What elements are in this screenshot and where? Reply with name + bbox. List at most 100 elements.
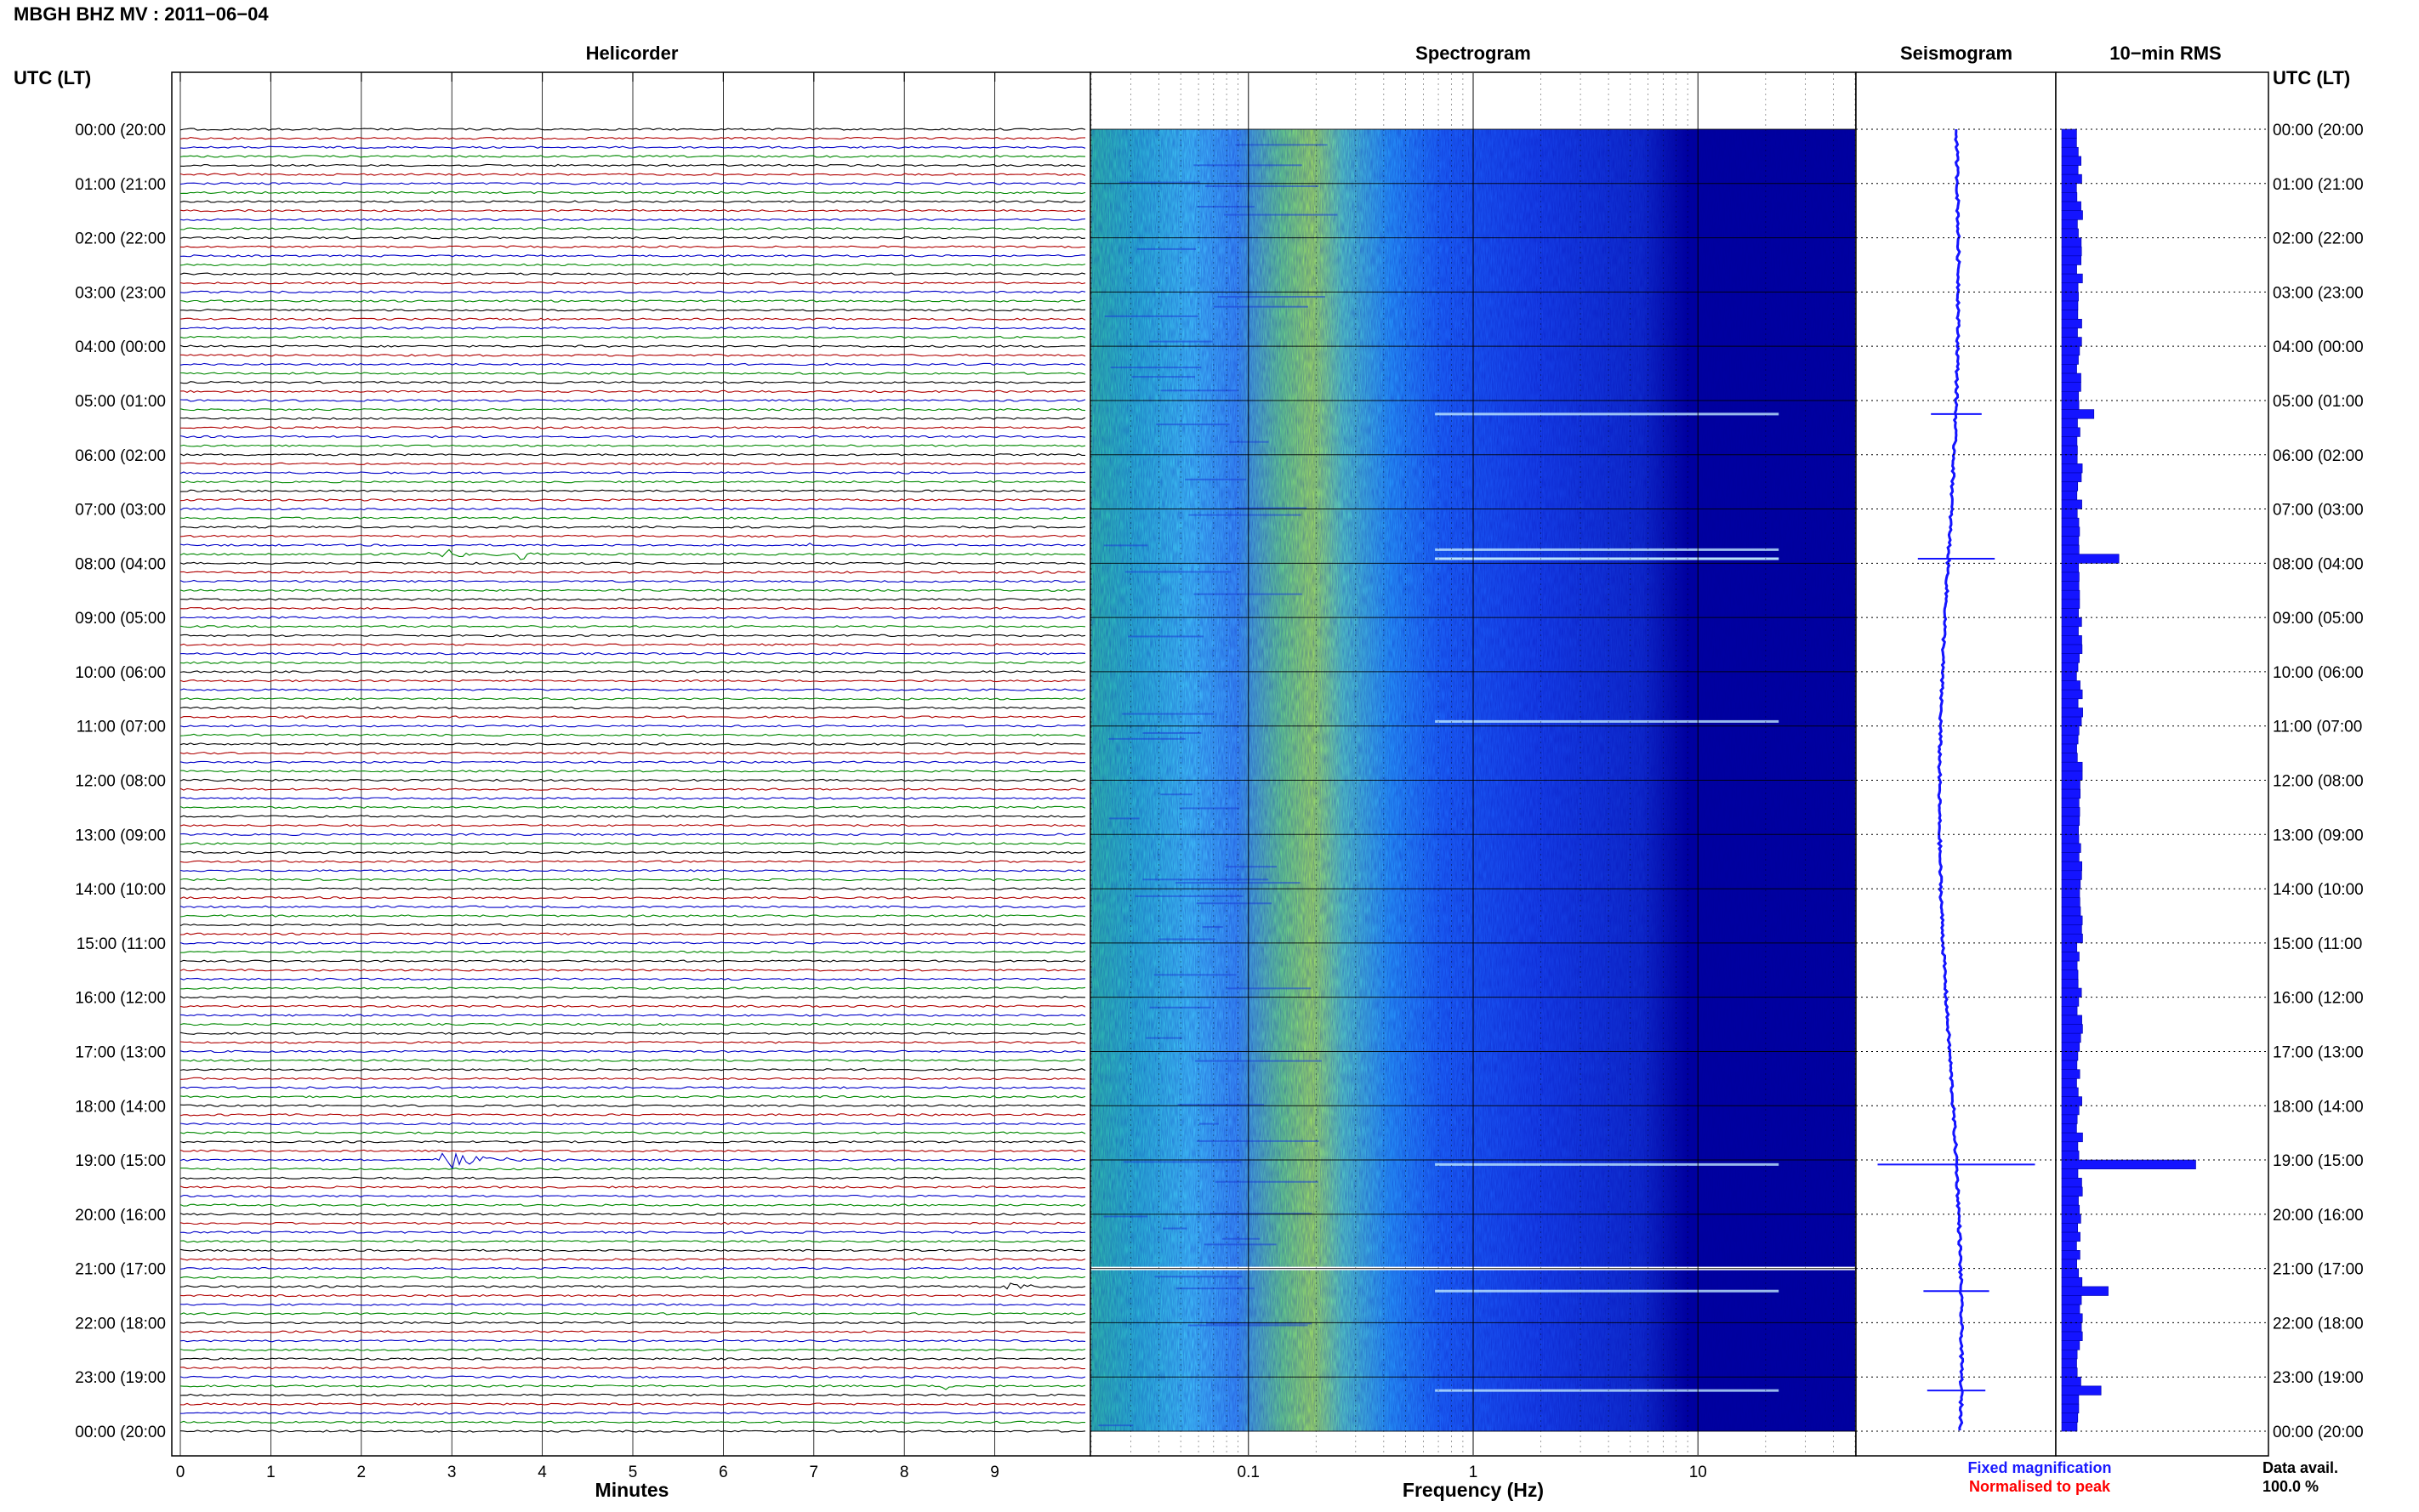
rms-bar: [2061, 1087, 2079, 1097]
helicorder-trace-row: [179, 1185, 1086, 1189]
hour-label-right: 16:00 (12:00: [2273, 990, 2364, 1008]
hour-label-left: 20:00 (16:00: [75, 1207, 166, 1225]
helicorder-trace-row: [179, 1213, 1086, 1216]
rms-bar: [2061, 1331, 2083, 1341]
rms-bar: [2061, 1005, 2078, 1016]
rms-bar: [2061, 337, 2082, 347]
rms-bar: [2061, 1060, 2078, 1071]
rms-bar: [2061, 942, 2078, 952]
rms-bar: [2061, 979, 2079, 989]
seismogram-frame: [1855, 71, 2057, 1457]
spectrogram-streak: [1215, 1180, 1318, 1183]
helicorder-trace-row: [179, 462, 1086, 466]
helicorder-trace-row: [179, 715, 1086, 719]
helicorder-trace-row: [180, 986, 1086, 990]
helicorder-trace-row: [179, 860, 1086, 863]
rms-bar: [2061, 526, 2080, 537]
spectrogram-streak: [1163, 1227, 1187, 1230]
helicorder-trace-row: [179, 1357, 1086, 1361]
helicorder-trace-row: [179, 1041, 1086, 1044]
rms-bar: [2061, 770, 2083, 781]
helicorder-trace-row: [179, 272, 1086, 276]
rms-bar: [2061, 581, 2080, 591]
hour-label-left: 21:00 (17:00: [75, 1261, 166, 1279]
hour-label-left: 14:00 (10:00: [75, 881, 166, 899]
rms-bar: [2061, 662, 2079, 673]
frequency-tick-label: 10: [1689, 1464, 1707, 1481]
helicorder-trace-row: [179, 896, 1086, 900]
spectrogram-streak: [1221, 1237, 1261, 1240]
rms-bar: [2061, 798, 2080, 808]
helicorder-trace-row: [179, 1366, 1086, 1370]
rms-bar: [2061, 536, 2080, 546]
hour-label-left: 01:00 (21:00: [75, 176, 166, 194]
rms-bar: [2061, 671, 2077, 681]
helicorder-trace-row: [180, 598, 1086, 601]
rms-bar: [2061, 626, 2079, 636]
rms-bar: [2061, 1051, 2079, 1061]
rms-bar: [2061, 499, 2082, 509]
data-availability-value: 100.0 %: [2262, 1478, 2319, 1495]
helicorder-trace-row: [179, 1032, 1086, 1035]
helicorder-trace-row: [179, 778, 1086, 782]
rms-bar: [2061, 1367, 2078, 1378]
helicorder-trace-row: [179, 444, 1086, 447]
helicorder-trace-row: [179, 606, 1086, 611]
rms-bar: [2061, 1350, 2078, 1360]
helicorder-trace-row: [179, 996, 1085, 999]
hour-label-right: 11:00 (07:00: [2273, 719, 2362, 736]
rms-bar: [2061, 933, 2083, 944]
helicorder-trace-row: [179, 1176, 1086, 1179]
rms-bar: [2061, 1105, 2080, 1116]
hour-label-right: 17:00 (13:00: [2273, 1043, 2364, 1061]
rms-bar: [2061, 816, 2080, 826]
spectrogram-streak: [1193, 164, 1302, 167]
helicorder-trace-row: [179, 1104, 1086, 1107]
hour-label-right: 15:00 (11:00: [2273, 935, 2362, 953]
spectrogram-streak: [1160, 389, 1238, 392]
rms-bar: [2061, 418, 2078, 429]
helicorder-trace-row: [179, 498, 1086, 502]
rms-bar: [2061, 1295, 2082, 1305]
helicorder-trace-row: [179, 1276, 1086, 1279]
rms-bar: [2061, 1123, 2077, 1134]
rms-bar: [2061, 1268, 2080, 1278]
rms-bar: [2061, 282, 2079, 293]
rms-bar: [2061, 1151, 2080, 1161]
rms-bar: [2061, 156, 2081, 166]
spectrogram-streak: [1226, 987, 1312, 990]
data-availability-label: Data avail.: [2262, 1459, 2338, 1476]
rms-bar: [2061, 1276, 2083, 1287]
rms-bar: [2061, 1286, 2109, 1296]
rms-bar: [2061, 1015, 2082, 1025]
spectrogram-streak: [1124, 1161, 1242, 1163]
helicorder-trace-row: [179, 381, 1086, 384]
rms-bar: [2061, 563, 2080, 573]
spectrogram-streak: [1204, 1243, 1277, 1246]
helicorder-trace-row: [179, 516, 1086, 520]
rms-bar: [2061, 509, 2078, 519]
rms-bar: [2061, 788, 2081, 799]
rms-bar: [2061, 997, 2080, 1007]
spectrogram-streak: [1131, 376, 1196, 378]
helicorder-trace-row: [180, 1167, 1086, 1171]
spectrogram-event-line: [1435, 1289, 1779, 1293]
rms-bar: [2061, 264, 2077, 275]
spectrogram-streak: [1204, 185, 1319, 188]
helicorder-trace-row: [179, 1312, 1086, 1316]
helicorder-trace-row: [179, 1412, 1086, 1415]
helicorder-trace-row: [179, 435, 1086, 439]
hour-label-right: 13:00 (09:00: [2273, 827, 2364, 844]
helicorder-trace-row: [179, 634, 1086, 638]
helicorder-trace-row: [179, 914, 1086, 918]
helicorder-trace-row: [179, 1151, 1086, 1170]
rms-bar: [2061, 345, 2080, 356]
rms-bar: [2061, 273, 2083, 284]
hour-label-left: 23:00 (19:00: [75, 1369, 166, 1387]
helicorder-trace-row: [179, 471, 1086, 475]
helicorder-trace-row: [179, 489, 1086, 492]
spectrogram-streak: [1098, 1424, 1134, 1427]
spectrogram-streak: [1104, 315, 1198, 317]
helicorder-trace-row: [179, 372, 1086, 375]
rms-bar: [2061, 472, 2082, 482]
